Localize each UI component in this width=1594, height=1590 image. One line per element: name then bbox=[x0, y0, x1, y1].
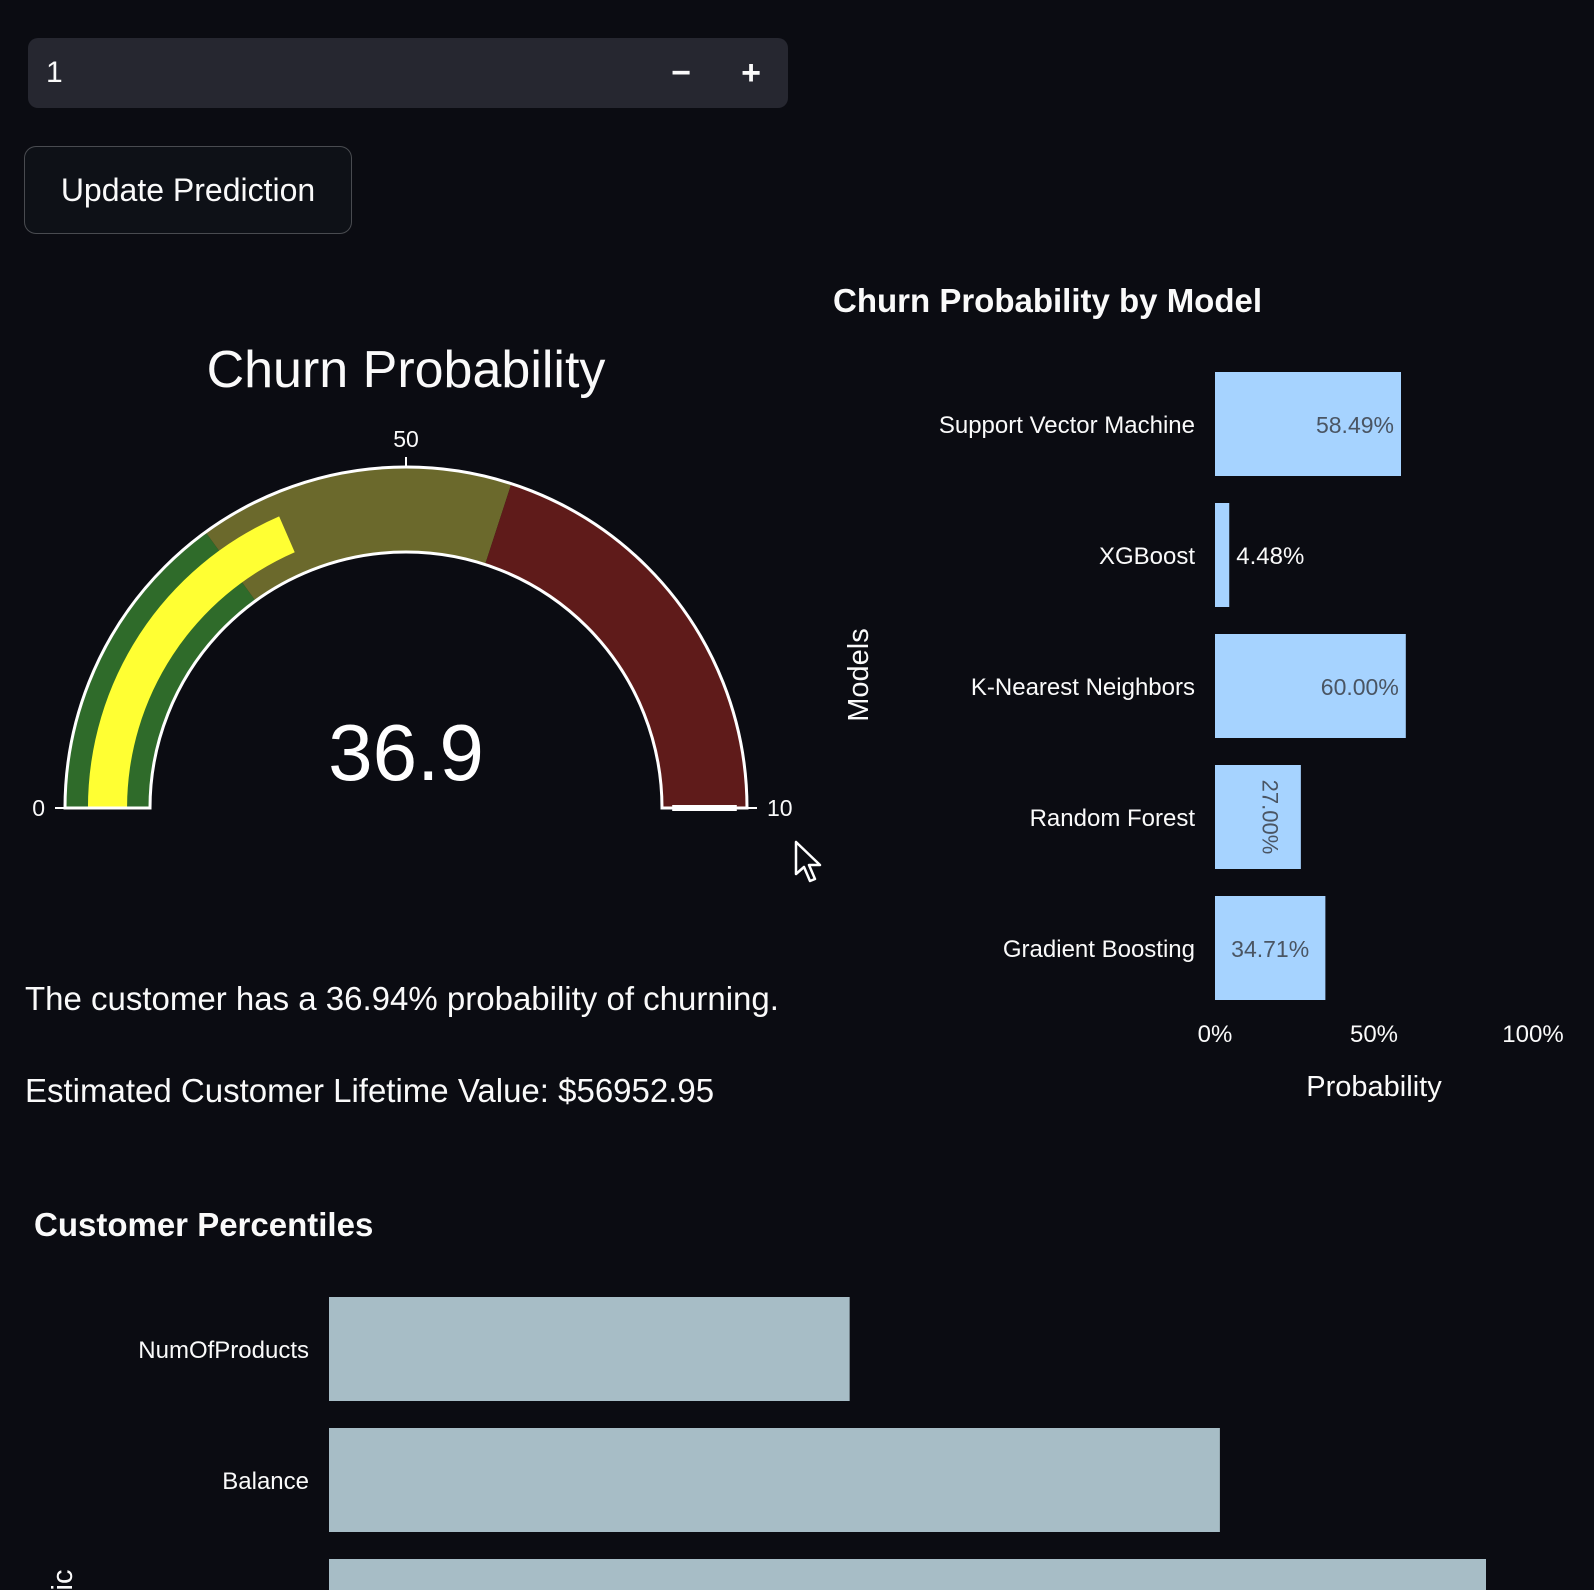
model-bar bbox=[1215, 372, 1401, 476]
gauge-band-1 bbox=[205, 467, 512, 601]
model-value-label: 34.71% bbox=[1231, 936, 1309, 962]
churn-gauge: 0 50 10 36.9 bbox=[32, 426, 793, 821]
model-value-label: 27.00% bbox=[1257, 780, 1282, 855]
customer-percentiles-chart: NumOfProducts Balance ic bbox=[47, 1297, 1486, 1590]
model-category-label: K-Nearest Neighbors bbox=[971, 674, 1195, 701]
model-chart-title: Churn Probability by Model bbox=[833, 282, 1263, 319]
gauge-outline bbox=[63, 465, 749, 810]
gauge-title: Churn Probability bbox=[206, 341, 606, 399]
percentiles-title: Customer Percentiles bbox=[34, 1206, 374, 1243]
x-tick-label: 100% bbox=[1502, 1021, 1563, 1048]
gauge-band-2 bbox=[485, 483, 747, 808]
model-category-label: Random Forest bbox=[1030, 805, 1196, 832]
model-bar bbox=[1215, 634, 1406, 738]
y-axis-label: Models bbox=[843, 628, 875, 722]
increment-button[interactable]: + bbox=[741, 54, 761, 92]
lifetime-value-sentence: Estimated Customer Lifetime Value: $5695… bbox=[25, 1072, 715, 1109]
model-bar bbox=[1215, 896, 1326, 1000]
x-axis-label: Probability bbox=[1306, 1071, 1442, 1103]
percentile-bar bbox=[329, 1297, 850, 1401]
model-bar bbox=[1215, 765, 1301, 869]
model-value-label: 60.00% bbox=[1321, 674, 1399, 700]
x-tick-label: 0% bbox=[1198, 1021, 1233, 1048]
model-value-label: 58.49% bbox=[1316, 412, 1394, 438]
gauge-value-text: 36.9 bbox=[328, 708, 484, 797]
percentile-category-label: NumOfProducts bbox=[138, 1337, 309, 1364]
update-prediction-button[interactable]: Update Prediction bbox=[24, 146, 352, 234]
gauge-value-bar bbox=[87, 516, 295, 808]
decrement-button[interactable]: − bbox=[671, 54, 691, 92]
gauge-tick-label: 0 bbox=[32, 795, 45, 821]
model-bar bbox=[1215, 503, 1230, 607]
model-category-label: Gradient Boosting bbox=[1003, 936, 1195, 963]
churn-probability-sentence: The customer has a 36.94% probability of… bbox=[25, 980, 779, 1017]
y-axis-label: ic bbox=[47, 1570, 79, 1590]
model-category-label: XGBoost bbox=[1099, 543, 1195, 570]
stepper-value[interactable]: 1 bbox=[46, 56, 63, 89]
gauge-tick-label: 50 bbox=[393, 426, 419, 452]
model-value-label: 4.48% bbox=[1236, 543, 1304, 570]
number-stepper[interactable]: 1 − + bbox=[28, 38, 788, 108]
percentile-bar bbox=[329, 1428, 1220, 1532]
percentile-category-label: Balance bbox=[222, 1468, 309, 1495]
percentile-bar bbox=[329, 1559, 1486, 1590]
x-tick-label: 50% bbox=[1350, 1021, 1398, 1048]
mouse-cursor-icon bbox=[794, 840, 822, 883]
gauge-tick-label: 10 bbox=[767, 795, 793, 821]
model-probability-chart: Support Vector Machine 58.49% XGBoost 4.48%… bbox=[843, 372, 1564, 1103]
model-category-label: Support Vector Machine bbox=[939, 412, 1195, 439]
